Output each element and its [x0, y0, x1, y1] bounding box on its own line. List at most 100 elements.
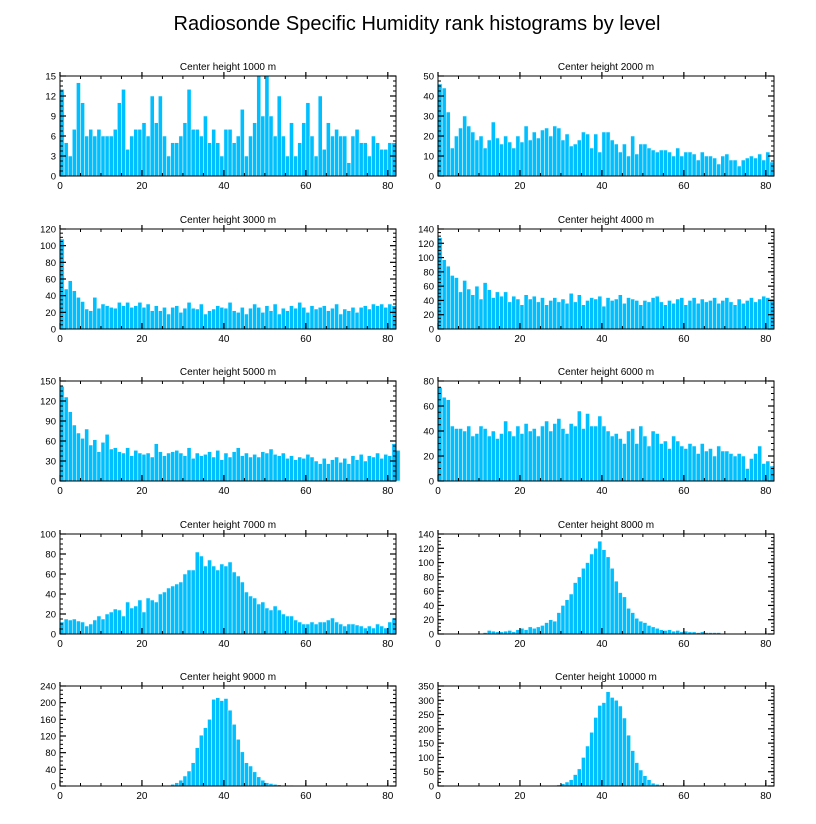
bar: [121, 89, 126, 177]
bar: [321, 305, 327, 330]
bar: [334, 621, 339, 635]
bar: [630, 298, 635, 330]
bar: [626, 155, 631, 177]
bar: [749, 458, 754, 482]
bar: [622, 443, 627, 482]
bar: [235, 312, 241, 330]
bar: [536, 626, 541, 635]
bar: [638, 769, 644, 787]
bar: [585, 745, 590, 787]
bar: [568, 593, 574, 635]
y-tick-label: 300: [418, 696, 434, 707]
x-tick-label: 40: [218, 791, 230, 802]
bar: [765, 460, 771, 482]
bar: [63, 618, 69, 635]
bar: [691, 153, 697, 177]
y-tick-label: 30: [45, 457, 56, 468]
x-tick-label: 80: [760, 334, 772, 345]
bar: [162, 455, 167, 482]
bar: [354, 312, 360, 330]
x-tick-label: 40: [218, 334, 230, 345]
y-tick-label: 160: [40, 715, 56, 726]
bar: [613, 580, 619, 635]
bar: [371, 456, 376, 482]
bar: [358, 307, 364, 330]
bar: [104, 434, 110, 482]
y-tick-label: 150: [40, 377, 56, 388]
bar: [330, 307, 335, 330]
bar: [137, 599, 143, 635]
bar: [137, 452, 143, 482]
bar: [268, 115, 274, 177]
bar: [227, 129, 233, 177]
bar: [313, 623, 319, 635]
bar: [523, 629, 529, 635]
bar: [642, 300, 648, 330]
chart-panel-8: Center height 8000 m 0 20 40 60 80 0 20 40 60 80 10…: [418, 520, 775, 650]
panel-title: Center height 8000 m: [558, 520, 654, 531]
bar: [350, 135, 356, 177]
bar: [207, 310, 212, 330]
bar: [133, 605, 139, 635]
bar: [577, 294, 582, 330]
bar: [466, 125, 472, 177]
bar: [211, 308, 216, 330]
bar: [346, 162, 352, 177]
y-tick-label: 6: [51, 132, 56, 143]
bar: [211, 699, 216, 787]
bar: [597, 151, 603, 177]
bar: [260, 312, 266, 330]
bar: [663, 630, 668, 635]
bar: [507, 630, 513, 635]
bar: [100, 303, 106, 330]
bar: [305, 454, 311, 482]
bar: [248, 765, 253, 787]
bar: [544, 622, 549, 635]
bar: [740, 303, 746, 330]
bar: [305, 623, 311, 635]
bar: [601, 305, 607, 330]
bar: [84, 428, 89, 482]
bar: [88, 623, 94, 635]
bar: [691, 445, 697, 482]
bar: [556, 612, 562, 635]
bar: [260, 601, 266, 635]
bar: [622, 303, 627, 330]
bar: [186, 89, 192, 177]
bar: [556, 127, 562, 177]
bar: [199, 135, 204, 177]
bar: [72, 129, 77, 177]
bar: [231, 310, 237, 330]
bar: [712, 157, 717, 177]
x-tick-label: 80: [382, 639, 394, 650]
bar: [346, 310, 352, 330]
bar: [470, 294, 476, 330]
bar: [564, 133, 570, 177]
bar: [297, 456, 303, 482]
bar: [536, 301, 541, 330]
bar: [654, 295, 660, 330]
bar: [305, 102, 311, 177]
bar: [256, 75, 262, 177]
bar: [342, 135, 348, 177]
bar: [240, 307, 245, 330]
bar: [441, 259, 447, 330]
bar: [626, 297, 631, 330]
bar: [740, 159, 746, 177]
bar: [194, 551, 200, 635]
bar: [354, 129, 360, 177]
bar: [321, 149, 327, 177]
bar: [117, 302, 122, 330]
y-tick-label: 250: [418, 710, 434, 721]
bar: [585, 562, 590, 635]
y-tick-label: 20: [423, 615, 434, 626]
bar: [338, 462, 343, 482]
bar: [350, 307, 356, 330]
bar: [211, 129, 216, 177]
bar: [145, 452, 151, 482]
bar: [203, 454, 208, 482]
bar: [597, 540, 603, 635]
y-tick-label: 15: [45, 72, 56, 83]
bar: [527, 298, 533, 330]
bar: [548, 430, 553, 482]
